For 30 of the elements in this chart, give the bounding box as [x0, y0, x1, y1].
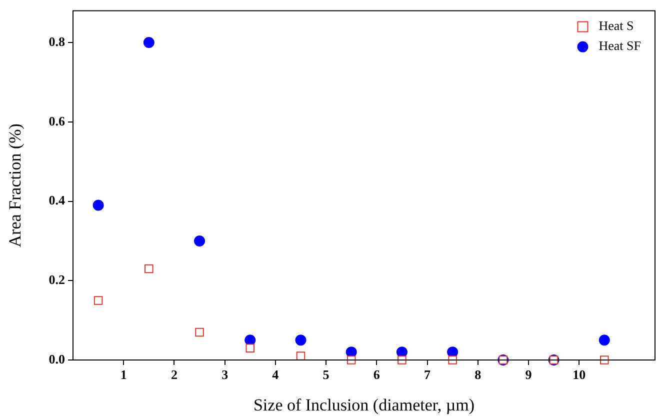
point: [295, 334, 306, 346]
point: [94, 296, 103, 305]
point: [246, 344, 255, 352]
point: [144, 264, 154, 274]
x-tick-label: 1: [120, 367, 127, 382]
x-tick-label: 8: [474, 367, 482, 382]
y-tick-label: 0.4: [48, 192, 66, 208]
y-axis-title: Area Fraction (%): [6, 124, 25, 248]
point: [194, 235, 206, 246]
x-tick-label: 5: [322, 367, 330, 382]
point: [143, 37, 154, 48]
point: [398, 356, 406, 364]
point: [448, 356, 457, 364]
x-tick-label: 3: [222, 367, 229, 382]
x-tick-label: 6: [373, 367, 380, 382]
y-tick-label: 0.6: [48, 113, 66, 128]
point: [598, 334, 610, 346]
x-tick-label: 9: [525, 367, 532, 382]
x-tick-label: 7: [424, 367, 432, 382]
point: [92, 200, 104, 211]
y-tick-label: 0.8: [48, 34, 66, 49]
x-tick-label: 4: [272, 367, 280, 382]
legend-label: Heat S: [598, 18, 634, 34]
x-tick-label: 10: [572, 367, 586, 382]
y-tick-label: 0.2: [48, 272, 65, 287]
y-tick-label: 0.0: [48, 351, 65, 366]
point: [195, 328, 204, 337]
x-axis-title: Size of Inclusion (diameter, µm): [253, 395, 475, 414]
legend-label: Heat SF: [598, 38, 641, 54]
x-tick-label: 2: [170, 367, 178, 382]
